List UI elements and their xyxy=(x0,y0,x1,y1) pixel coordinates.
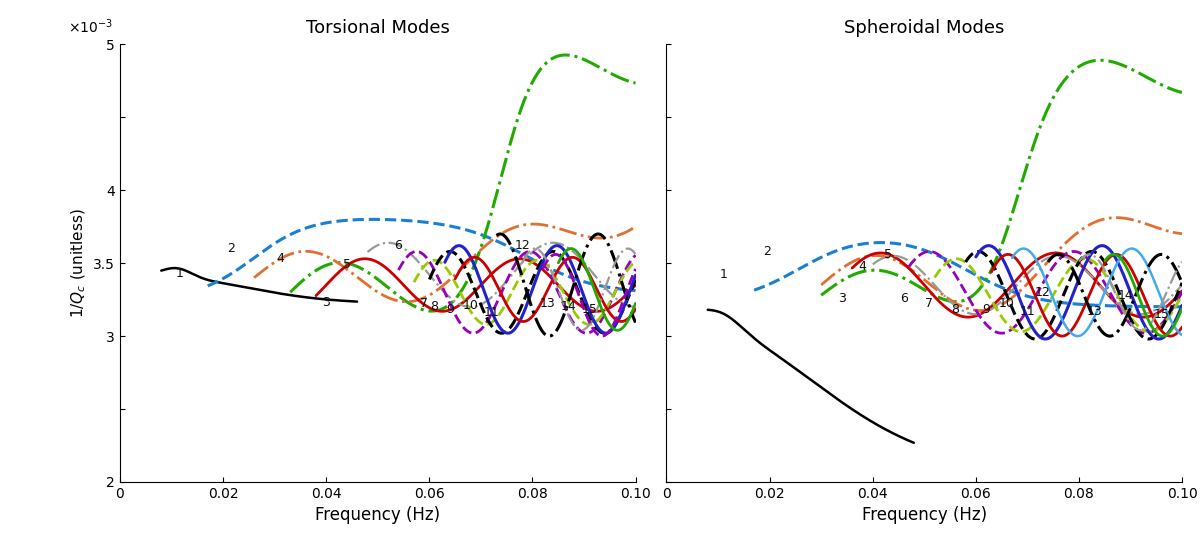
Text: $\times10^{-3}$: $\times10^{-3}$ xyxy=(68,17,113,35)
Text: 8: 8 xyxy=(952,304,959,316)
Text: 6: 6 xyxy=(395,239,402,252)
Text: 15: 15 xyxy=(581,304,598,316)
Text: 4: 4 xyxy=(858,260,866,273)
Text: 4: 4 xyxy=(276,252,283,265)
Text: 14: 14 xyxy=(1117,289,1133,302)
Text: 7: 7 xyxy=(925,297,934,310)
Text: 1: 1 xyxy=(719,268,727,281)
Text: 7: 7 xyxy=(420,297,428,310)
Text: 10: 10 xyxy=(998,297,1015,310)
Text: 11: 11 xyxy=(484,306,499,319)
Text: 12: 12 xyxy=(515,239,530,252)
Text: 2: 2 xyxy=(763,245,770,258)
Text: 3: 3 xyxy=(838,291,846,305)
Text: 5: 5 xyxy=(343,258,350,271)
Text: 1: 1 xyxy=(175,267,184,280)
Text: 9: 9 xyxy=(446,304,454,316)
Text: 8: 8 xyxy=(431,300,438,314)
Text: 11: 11 xyxy=(1020,305,1036,318)
Text: 10: 10 xyxy=(463,299,479,312)
Text: 6: 6 xyxy=(900,291,907,305)
Text: 9: 9 xyxy=(982,304,990,316)
Text: 15: 15 xyxy=(1153,307,1169,321)
Text: 5: 5 xyxy=(884,248,892,261)
Text: 2: 2 xyxy=(227,242,235,255)
Text: 12: 12 xyxy=(1034,286,1051,299)
Text: 3: 3 xyxy=(323,296,330,309)
Text: 13: 13 xyxy=(1086,305,1103,318)
Title: Spheroidal Modes: Spheroidal Modes xyxy=(844,19,1004,37)
Text: 14: 14 xyxy=(560,300,576,314)
Title: Torsional Modes: Torsional Modes xyxy=(306,19,450,37)
X-axis label: Frequency (Hz): Frequency (Hz) xyxy=(316,506,440,525)
Y-axis label: $1/Q_c$ (unitless): $1/Q_c$ (unitless) xyxy=(70,208,88,318)
Text: 13: 13 xyxy=(540,297,556,310)
X-axis label: Frequency (Hz): Frequency (Hz) xyxy=(862,506,986,525)
